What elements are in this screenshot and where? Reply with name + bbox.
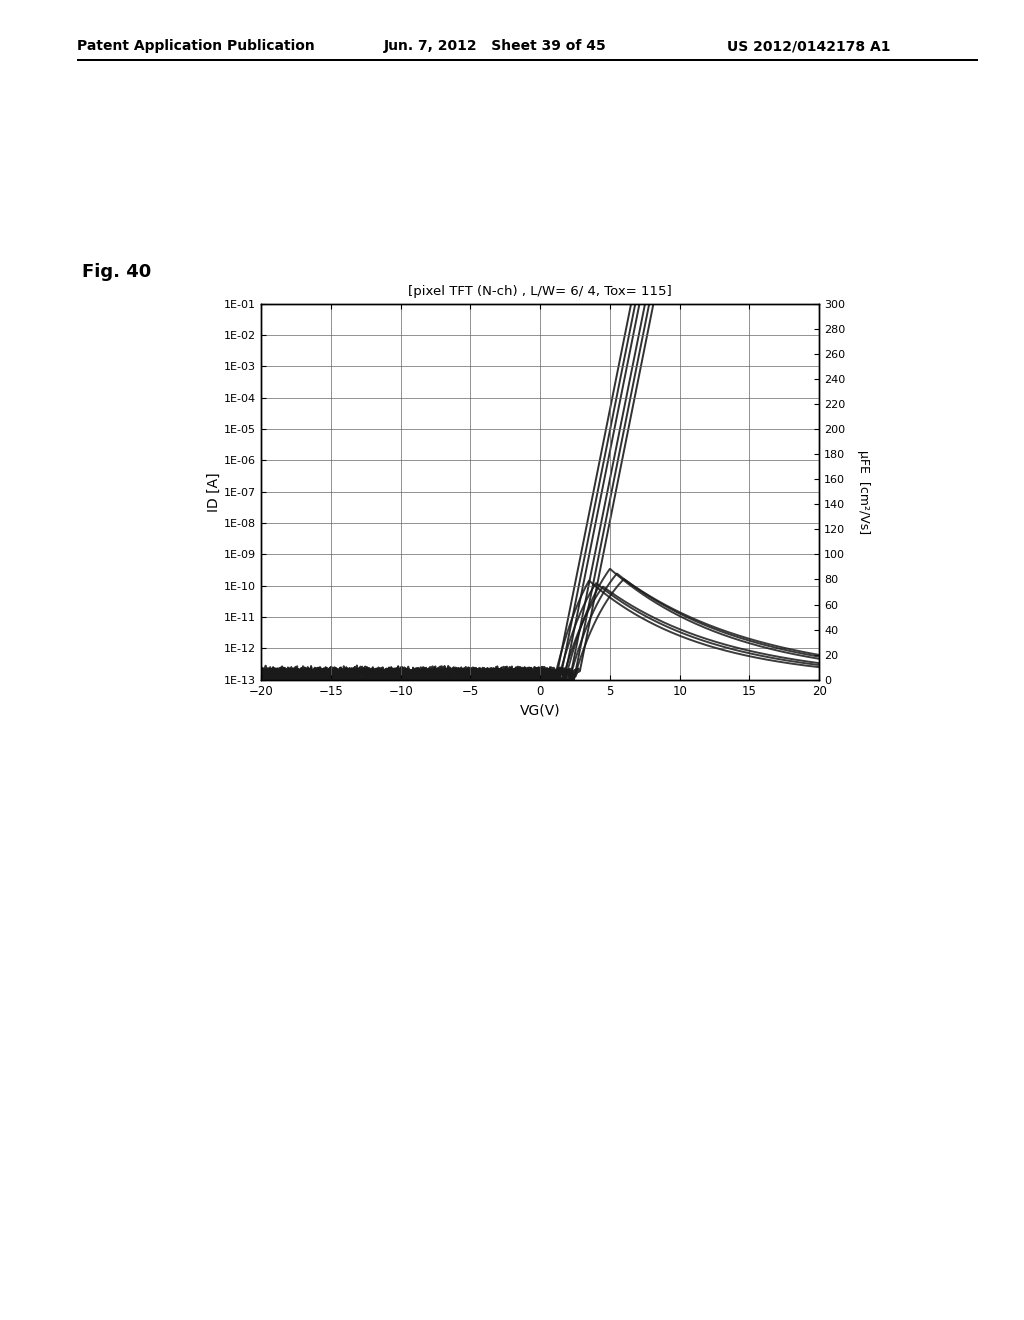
Title: [pixel TFT (N-ch) , L/W= 6/ 4, Tox= 115]: [pixel TFT (N-ch) , L/W= 6/ 4, Tox= 115] — [409, 285, 672, 298]
Text: Patent Application Publication: Patent Application Publication — [77, 40, 314, 53]
Text: Jun. 7, 2012   Sheet 39 of 45: Jun. 7, 2012 Sheet 39 of 45 — [384, 40, 607, 53]
Y-axis label: μFE  [cm²/Vs]: μFE [cm²/Vs] — [857, 450, 870, 533]
X-axis label: VG(V): VG(V) — [520, 704, 560, 717]
Text: Fig. 40: Fig. 40 — [82, 263, 152, 281]
Text: US 2012/0142178 A1: US 2012/0142178 A1 — [727, 40, 891, 53]
Y-axis label: ID [A]: ID [A] — [207, 471, 221, 512]
